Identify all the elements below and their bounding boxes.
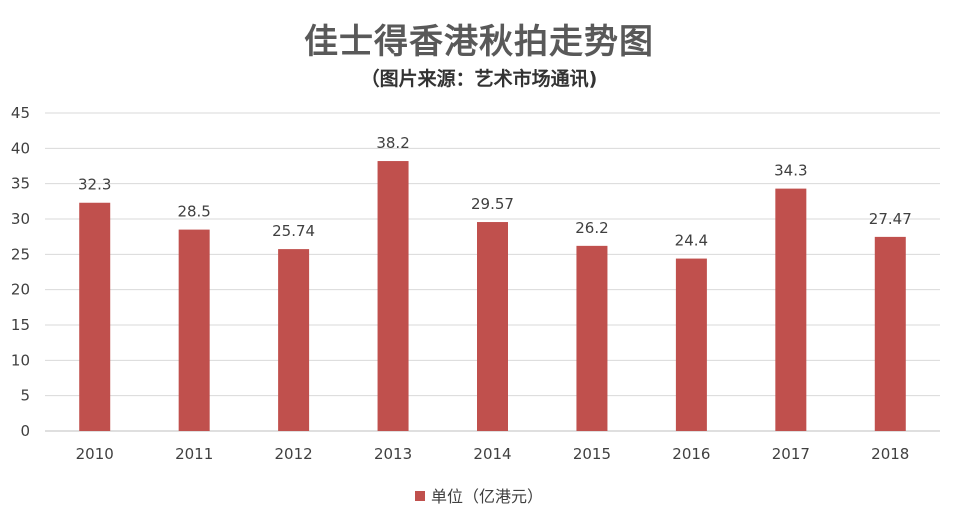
data-label-2010: 32.3	[78, 176, 111, 194]
x-tick-label: 2016	[672, 445, 710, 463]
data-label-2013: 38.2	[376, 134, 409, 152]
bar-2016	[675, 258, 707, 431]
bar-2018	[874, 236, 906, 431]
data-label-2018: 27.47	[869, 210, 912, 228]
data-label-2017: 34.3	[774, 162, 807, 180]
legend-swatch	[414, 491, 425, 501]
x-tick-label: 2011	[175, 445, 213, 463]
y-tick-label: 20	[11, 281, 30, 299]
data-label-2014: 29.57	[471, 195, 514, 213]
x-tick-label: 2012	[275, 445, 313, 463]
legend-label: 单位（亿港元）	[430, 487, 543, 506]
y-tick-label: 10	[11, 351, 30, 369]
data-label-2012: 25.74	[272, 222, 315, 240]
x-tick-label: 2013	[374, 445, 412, 463]
data-label-2011: 28.5	[177, 203, 210, 221]
x-tick-label: 2017	[772, 445, 810, 463]
y-tick-label: 15	[11, 316, 30, 334]
x-tick-label: 2014	[473, 445, 511, 463]
x-tick-label: 2015	[573, 445, 611, 463]
y-tick-label: 5	[20, 387, 30, 405]
y-tick-label: 35	[11, 175, 30, 193]
x-axis-ticks: 2010 2011 2012 2013 2014 2015 2016 2017 2018	[76, 445, 910, 463]
y-tick-label: 40	[11, 139, 30, 157]
data-label-2015: 26.2	[575, 219, 608, 237]
bar-2017	[775, 188, 807, 431]
y-tick-label: 0	[20, 422, 30, 440]
x-tick-label: 2010	[76, 445, 114, 463]
bar-2013	[377, 161, 409, 431]
data-label-2016: 24.4	[675, 232, 708, 250]
y-axis-ticks: 0 5 10 15 20 25 30 35 40 45	[11, 104, 30, 440]
y-tick-label: 25	[11, 245, 30, 263]
bar-2014	[477, 222, 508, 431]
bar-2010	[79, 202, 111, 431]
x-tick-label: 2018	[871, 445, 909, 463]
legend: 单位（亿港元）	[0, 483, 958, 507]
bar-2012	[278, 249, 310, 431]
y-tick-label: 45	[11, 104, 30, 122]
bar-2011	[178, 229, 210, 431]
chart-title: 佳士得香港秋拍走势图	[304, 22, 654, 62]
chart-subtitle: （图片来源：艺术市场通讯)	[360, 68, 598, 90]
bars	[79, 161, 906, 431]
bar-2015	[576, 245, 608, 431]
data-labels: 32.3 28.5 25.74 38.2 29.57 26.2 24.4 34.3 27.47	[78, 134, 912, 250]
y-tick-label: 30	[11, 210, 30, 228]
